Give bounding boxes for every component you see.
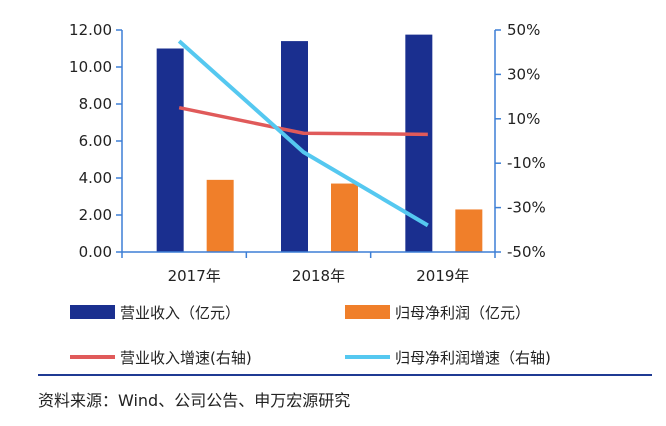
legend-revenue-label: 营业收入（亿元） [120, 304, 240, 322]
left-tick-label: 0.00 [79, 243, 112, 261]
net-profit-bar [331, 183, 358, 252]
right-tick-label: -10% [507, 154, 546, 172]
legend-revenue-swatch [70, 305, 115, 319]
left-tick-label: 12.00 [69, 21, 112, 39]
left-tick-label: 6.00 [79, 132, 112, 150]
legend-revenue-growth: 营业收入增速(右轴) [70, 349, 252, 367]
right-axis: -50% -30% -10% 10% 30% 50% [494, 21, 546, 261]
net-profit-growth-line [177, 39, 429, 228]
source-note: 资料来源：Wind、公司公告、申万宏源研究 [38, 391, 351, 410]
legend-net-profit-growth: 归母净利润增速（右轴) [345, 349, 551, 367]
x-tick-label: 2019年 [416, 267, 469, 285]
left-tick-label: 2.00 [79, 206, 112, 224]
right-tick-label: -30% [507, 199, 546, 217]
net-profit-bar [455, 209, 483, 252]
source-divider [38, 374, 652, 376]
right-tick-label: -50% [507, 243, 546, 261]
revenue-growth-line [178, 105, 428, 137]
left-tick-label: 10.00 [69, 58, 112, 76]
legend-net-profit: 归母净利润（亿元） [345, 304, 530, 322]
left-tick-label: 4.00 [79, 169, 112, 187]
legend: 营业收入（亿元） 归母净利润（亿元） 营业收入增速(右轴) 归母净利润增速（右轴) [70, 304, 551, 367]
left-axis: 0.00 2.00 4.00 6.00 8.00 10.00 12.00 [69, 21, 123, 261]
legend-revenue: 营业收入（亿元） [70, 304, 240, 322]
x-tick-label: 2018年 [292, 267, 345, 285]
legend-net-profit-swatch [345, 305, 390, 319]
net-profit-bar [206, 179, 234, 252]
x-axis: 2017年 2018年 2019年 [121, 251, 496, 285]
legend-net-profit-growth-label: 归母净利润增速（右轴) [395, 349, 551, 367]
right-tick-label: 50% [507, 21, 540, 39]
legend-net-profit-label: 归母净利润（亿元） [395, 304, 530, 322]
revenue-bar [156, 48, 184, 252]
right-tick-label: 30% [507, 65, 540, 83]
x-tick-label: 2017年 [168, 267, 221, 285]
left-tick-label: 8.00 [79, 95, 112, 113]
right-tick-label: 10% [507, 110, 540, 128]
lines [177, 39, 429, 228]
legend-revenue-growth-label: 营业收入增速(右轴) [120, 349, 252, 367]
